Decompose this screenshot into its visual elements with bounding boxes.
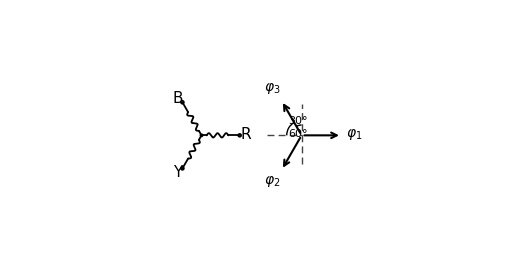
Text: B: B: [173, 91, 183, 106]
Text: 60°: 60°: [289, 129, 308, 139]
Text: 30°: 30°: [288, 116, 308, 126]
Text: Y: Y: [173, 165, 182, 180]
Text: $\varphi_1$: $\varphi_1$: [346, 127, 362, 142]
Text: R: R: [240, 127, 251, 142]
Circle shape: [200, 134, 203, 137]
Text: $\varphi_3$: $\varphi_3$: [264, 81, 280, 96]
Text: $\varphi_2$: $\varphi_2$: [264, 174, 280, 189]
